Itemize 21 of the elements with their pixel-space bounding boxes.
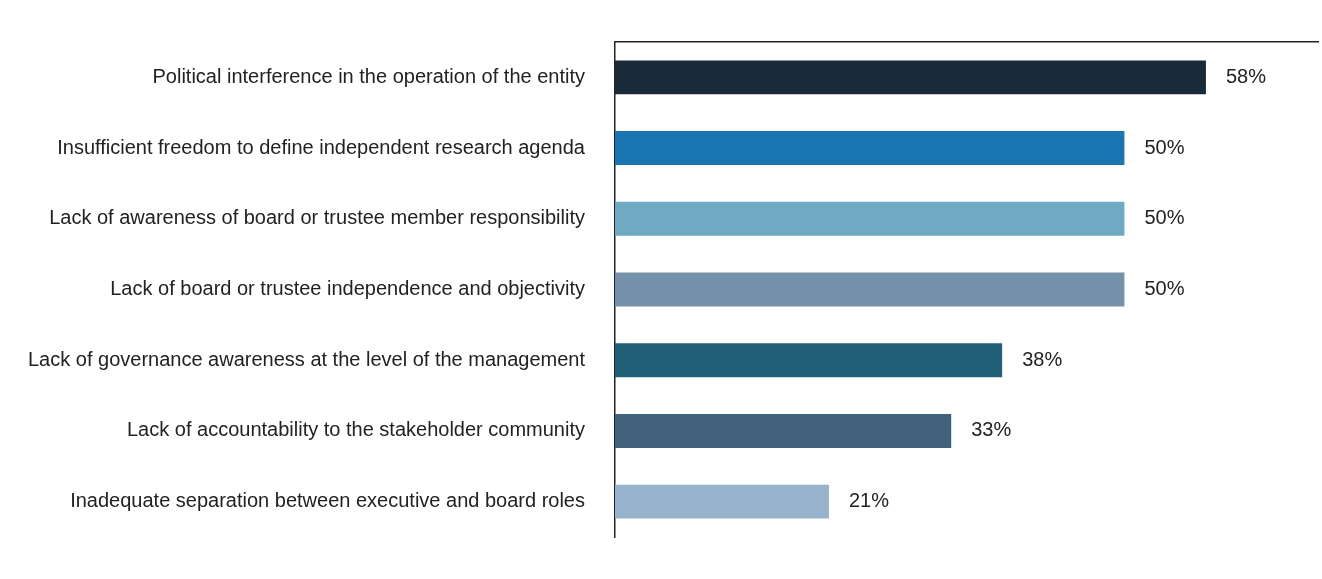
y-tick-label: Lack of accountability to the stakeholder community	[126, 418, 585, 441]
data-label: 33%	[971, 418, 1012, 441]
y-tick-label: Inadequate separation between executive and board roles	[70, 489, 585, 512]
y-tick-label: Insufficient freedom to define independent research agenda	[57, 135, 586, 158]
bar	[615, 201, 1125, 236]
data-label: 38%	[1022, 347, 1063, 370]
bar	[615, 343, 1003, 378]
bar	[615, 272, 1125, 307]
y-tick-label: Lack of governance awareness at the level of the management	[27, 347, 586, 370]
data-label: 21%	[848, 489, 890, 512]
data-label: 50%	[1144, 206, 1185, 229]
y-tick-label: Political interference in the operation of the entity	[152, 64, 585, 87]
y-tick-label: Lack of board or trustee independence and objectivity	[110, 277, 585, 300]
data-label: 50%	[1144, 277, 1185, 300]
bar	[615, 131, 1125, 166]
bar	[615, 413, 952, 448]
bar	[615, 60, 1206, 95]
data-label: 58%	[1225, 64, 1267, 87]
data-label: 50%	[1144, 135, 1185, 158]
bar	[615, 484, 829, 519]
y-tick-label: Lack of awareness of board or trustee member responsibility	[49, 206, 585, 229]
